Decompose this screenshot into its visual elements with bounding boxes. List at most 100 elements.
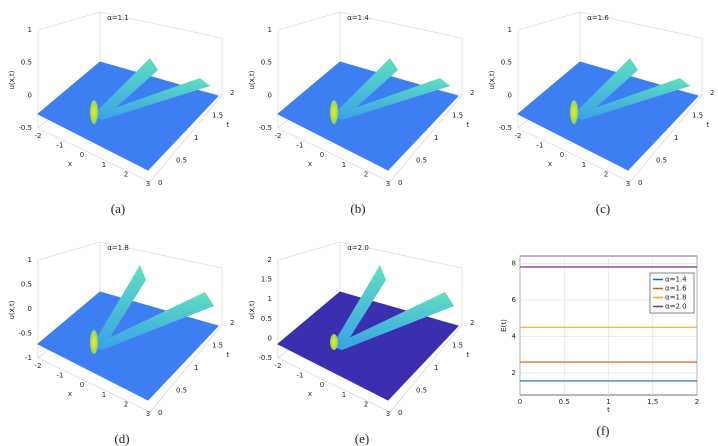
- peak: [570, 100, 578, 124]
- x-tick-label: 2: [364, 400, 368, 408]
- x-tick-label: 0: [80, 151, 84, 159]
- ridge: [92, 292, 214, 350]
- ridge: [92, 265, 146, 350]
- z-tick-label: -0.5: [18, 330, 32, 338]
- z-tick-label: 0.5: [21, 59, 32, 67]
- box-edge: [517, 11, 581, 31]
- box-edge: [277, 127, 391, 183]
- t-tick-label: 1: [434, 134, 438, 142]
- legend-label: α=2.0: [665, 303, 687, 311]
- t-tick-label: 0: [398, 409, 402, 417]
- box-edge: [339, 241, 463, 269]
- t-tick-label: 2: [230, 89, 234, 97]
- panel-title: α=1.1: [107, 14, 129, 22]
- z-tick-label: -1: [25, 354, 32, 362]
- x-tick-label: 0: [320, 381, 324, 389]
- ridge: [572, 78, 690, 120]
- z-label: u(x,t): [8, 300, 16, 319]
- t-tick-label: 0.5: [416, 157, 427, 165]
- x-tick-label: 2: [124, 170, 128, 178]
- box-edge: [37, 357, 151, 413]
- box-edge: [99, 11, 223, 39]
- z-tick-label: 2: [268, 256, 272, 264]
- box-edge: [389, 94, 463, 183]
- z-tick-label: 0.5: [501, 59, 512, 67]
- panel-title: α=2.0: [347, 244, 369, 252]
- t-tick-label: 0.5: [176, 387, 187, 395]
- box-edge: [37, 241, 101, 261]
- y-tick-label: 8: [512, 259, 516, 267]
- panel-title: α=1.8: [107, 244, 129, 252]
- panel-title: α=1.6: [587, 14, 609, 22]
- box-edge: [277, 11, 341, 31]
- x-tick-label: 1: [582, 161, 586, 169]
- t-tick-label: 0: [158, 179, 162, 187]
- t-tick-label: 2: [470, 319, 474, 327]
- y-tick-label: 4: [512, 332, 517, 340]
- t-tick-label: 1.5: [692, 112, 703, 120]
- x-tick-label: -2: [35, 132, 42, 140]
- legend-label: α=1.8: [665, 294, 687, 302]
- x-tick-label: 1: [606, 398, 610, 406]
- t-tick-label: 2: [710, 89, 714, 97]
- z-label: u(x,t): [8, 70, 16, 89]
- caption: (d): [114, 431, 129, 446]
- z-tick-label: 1: [508, 26, 512, 34]
- x-tick-label: -1: [57, 142, 64, 150]
- t-label: t: [227, 121, 230, 129]
- box-edge: [629, 94, 703, 183]
- z-tick-label: 1: [268, 295, 272, 303]
- z-tick-label: 1: [28, 256, 32, 264]
- x-tick-label: -2: [35, 362, 42, 370]
- y-tick-label: 2: [512, 369, 516, 377]
- x-tick-label: -1: [297, 372, 304, 380]
- box-edge: [277, 241, 341, 261]
- t-tick-label: 0.5: [176, 157, 187, 165]
- legend-label: α=1.4: [665, 276, 687, 284]
- peak: [330, 100, 338, 124]
- ridge: [572, 58, 638, 120]
- t-tick-label: 1.5: [452, 342, 463, 350]
- t-tick-label: 2: [470, 89, 474, 97]
- box-edge: [37, 11, 101, 31]
- y-axis-label: E(t): [500, 319, 508, 332]
- caption: (f): [597, 423, 610, 438]
- x-tick-label: 1: [342, 391, 346, 399]
- z-tick-label: 1: [268, 26, 272, 34]
- t-tick-label: 1.5: [212, 342, 223, 350]
- x-tick-label: 2: [604, 170, 608, 178]
- x-tick-label: 1: [342, 161, 346, 169]
- z-label: u(x,t): [488, 70, 496, 89]
- legend-label: α=1.6: [665, 285, 687, 293]
- ridge: [332, 265, 386, 350]
- caption: (b): [350, 201, 365, 216]
- peak: [90, 100, 98, 124]
- x-tick-label: 0: [80, 381, 84, 389]
- t-tick-label: 1: [194, 364, 198, 372]
- x-tick-label: 2: [364, 170, 368, 178]
- box-edge: [37, 127, 151, 183]
- x-label: x: [68, 390, 72, 398]
- z-tick-label: -0.5: [18, 124, 32, 132]
- t-label: t: [707, 121, 710, 129]
- surface: [277, 61, 459, 171]
- x-tick-label: -1: [57, 372, 64, 380]
- z-label: u(x,t): [248, 300, 256, 319]
- surface: [37, 61, 219, 171]
- z-tick-label: -0.5: [258, 354, 272, 362]
- box-edge: [389, 324, 463, 413]
- t-tick-label: 1.5: [452, 112, 463, 120]
- x-tick-label: 1: [102, 161, 106, 169]
- caption: (e): [355, 431, 369, 446]
- x-axis-label: t: [607, 406, 610, 414]
- peak: [330, 334, 338, 350]
- t-tick-label: 2: [230, 319, 234, 327]
- x-tick-label: 1: [102, 391, 106, 399]
- x-tick-label: -1: [537, 142, 544, 150]
- z-tick-label: 0.5: [21, 281, 32, 289]
- x-tick-label: 0: [320, 151, 324, 159]
